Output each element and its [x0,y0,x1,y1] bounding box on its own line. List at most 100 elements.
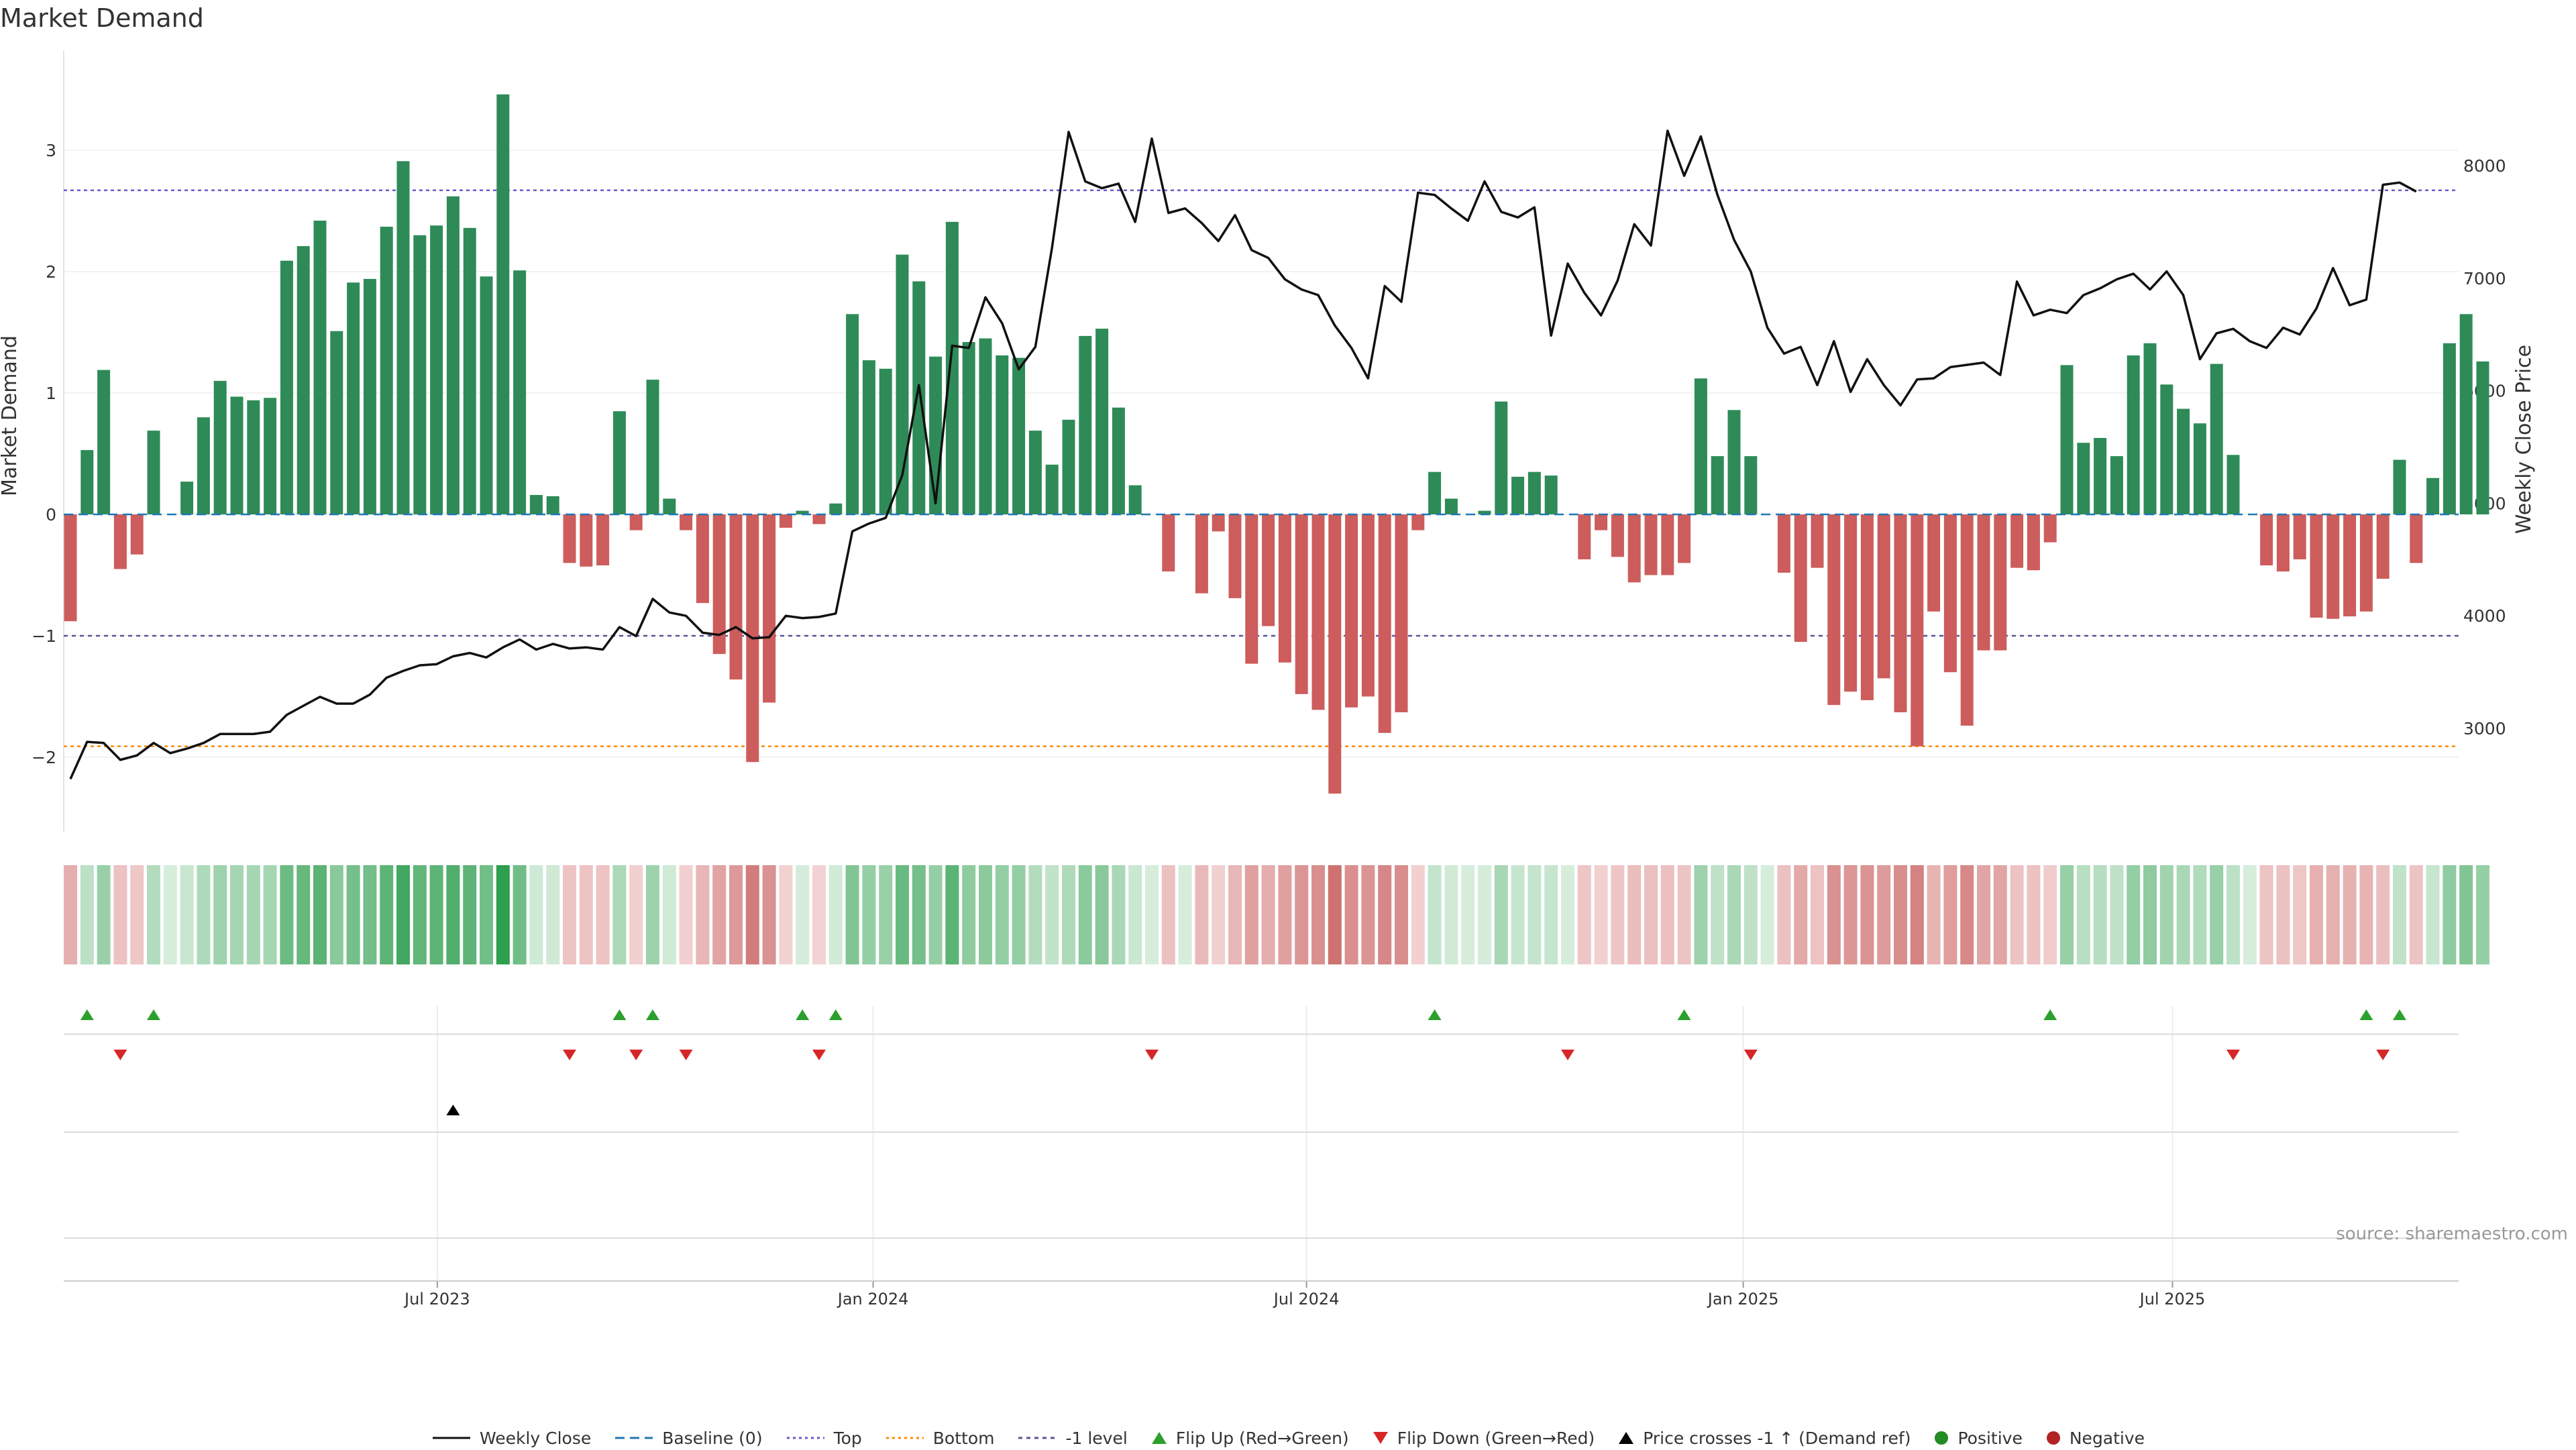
heat-cell [396,865,410,964]
demand-bar [213,380,227,514]
heat-cell [712,865,727,964]
demand-bar [2376,514,2390,579]
demand-bar [297,245,310,514]
flip-up-marker [828,1009,843,1020]
demand-bar [2410,514,2423,563]
heat-cell [2226,865,2240,964]
demand-bar [1028,431,1042,514]
demand-bar [230,396,244,514]
heat-cell [1943,865,1957,964]
heat-cell [1145,865,1159,964]
heat-cell [1611,865,1625,964]
heat-cell [1478,865,1491,964]
heat-cell [1727,865,1741,964]
y2-tick-label: 8000 [2463,156,2506,176]
flip-up-marker [1428,1009,1442,1020]
demand-bar [2043,514,2057,543]
demand-bar [2293,514,2306,559]
heat-cell [995,865,1009,964]
demand-bar [2127,355,2140,514]
y-tick-label: 0 [46,505,56,524]
demand-bar [1162,514,1175,572]
heat-cell [1212,865,1226,964]
x-tick-label: Jul 2025 [2139,1290,2206,1308]
heat-cell [2127,865,2141,964]
heat-cell [1395,865,1408,964]
demand-bar [64,514,77,622]
heat-cell [1677,865,1691,964]
heat-cell [1028,865,1042,964]
demand-bar [1544,476,1558,514]
heat-cell [2376,865,2390,964]
demand-bar [97,370,111,514]
flip-up-marker [2043,1009,2057,1020]
demand-bar [580,514,593,567]
demand-bar [1345,514,1358,708]
demand-bar [945,221,959,514]
heat-cell [1228,865,1242,964]
demand-bar [563,514,576,563]
demand-bar [1428,471,1442,514]
flip-down-marker [629,1050,643,1060]
heat-cell [2176,865,2190,964]
flip-up-marker [2359,1009,2373,1020]
heat-cell [1195,865,1209,964]
demand-bar [1495,401,1508,514]
heat-cell [2210,865,2224,964]
demand-bar [330,331,343,514]
demand-bar [347,282,360,514]
heat-cell [2027,865,2041,964]
heat-cell [1527,865,1542,964]
demand-bar [180,482,194,514]
heat-cell [329,865,343,964]
demand-bar [1262,514,1275,626]
heat-cell [1078,865,1092,964]
demand-bar [1295,514,1308,694]
demand-bar [1578,514,1591,559]
heat-cell [1161,865,1175,964]
demand-bar [413,235,427,514]
legend-minus-one: -1 level [1018,1428,1128,1448]
heat-cell [912,865,926,964]
demand-bar [596,514,610,566]
heat-cell [945,865,959,964]
demand-bar [779,514,792,528]
demand-bar [496,94,510,515]
demand-bar [2143,343,2157,514]
heat-cell [380,865,394,964]
demand-bar [247,400,260,514]
demand-bar [1195,514,1208,594]
heat-cell [1860,865,1874,964]
heat-cell [1544,865,1558,964]
demand-bar [1311,514,1325,710]
heat-cell [2326,865,2340,964]
demand-bar [680,514,693,531]
heat-cell [1777,865,1791,964]
demand-bar [2160,384,2174,514]
heat-cell [745,865,759,964]
heat-cell [1910,865,1924,964]
heat-cell [1112,865,1126,964]
heat-cell [879,865,893,964]
demand-bar [546,496,559,514]
heat-cell [297,865,311,964]
heat-cell [596,865,610,964]
y2-axis-label: Weekly Close Price [2512,345,2536,534]
heat-cell [1877,865,1891,964]
heat-cell [2243,865,2257,964]
heat-cell [97,865,111,964]
demand-bar [712,514,726,655]
y2-tick-label: 7000 [2463,269,2506,288]
heat-cell [1494,865,1508,964]
heat-cell [563,865,576,964]
heat-cell [513,865,527,964]
chart-title: Market Demand [0,3,204,33]
demand-bar [1644,514,1658,575]
heat-cell [496,865,510,964]
heat-cell [2076,865,2090,964]
heat-cell [2043,865,2057,964]
heat-cell [729,865,743,964]
demand-bar [1927,514,1941,612]
heat-cell [463,865,477,964]
